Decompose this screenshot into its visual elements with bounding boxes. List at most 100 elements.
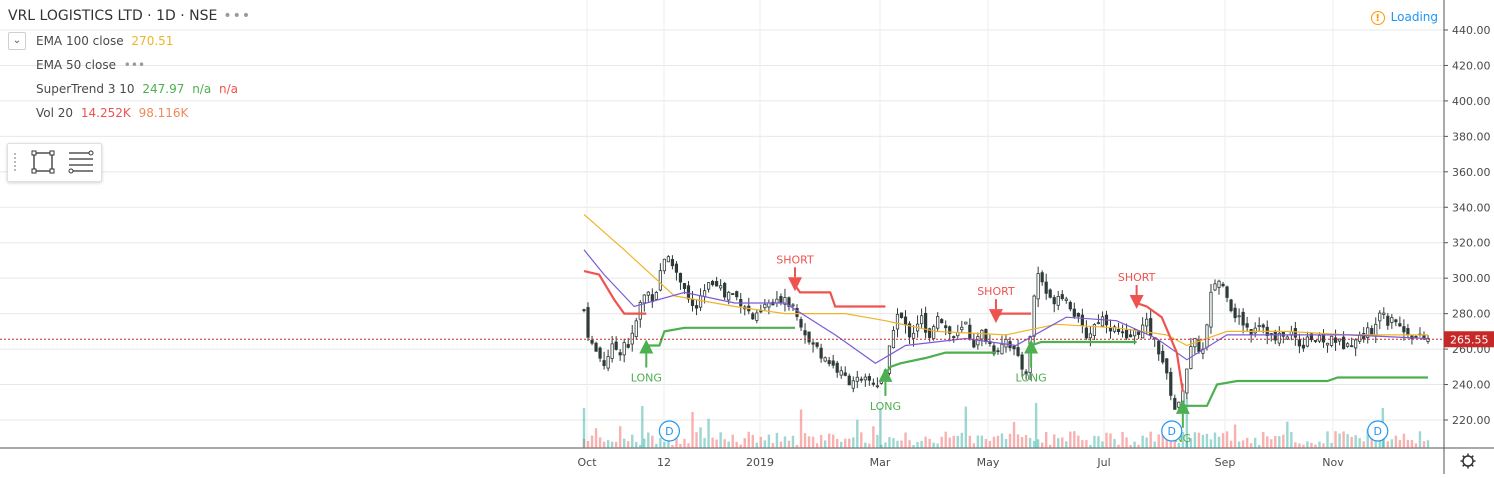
- candle-body[interactable]: [1165, 358, 1169, 374]
- candle-body[interactable]: [1004, 338, 1008, 348]
- gear-icon[interactable]: [1460, 453, 1476, 469]
- candle-body[interactable]: [1056, 296, 1060, 306]
- candle-body[interactable]: [1205, 324, 1209, 348]
- candle-body[interactable]: [751, 313, 755, 320]
- candle-body[interactable]: [1020, 354, 1024, 370]
- candle-body[interactable]: [1096, 322, 1101, 325]
- candle-body[interactable]: [1036, 273, 1040, 300]
- candle-body[interactable]: [1116, 329, 1121, 333]
- candle-body[interactable]: [1124, 329, 1129, 339]
- candle-body[interactable]: [936, 316, 940, 329]
- candle-body[interactable]: [1060, 294, 1064, 300]
- legend-volume[interactable]: Vol 20 14.252K 98.116K: [36, 106, 188, 120]
- warning-icon[interactable]: !: [1370, 11, 1385, 25]
- candle-body[interactable]: [1225, 286, 1229, 298]
- candle-body[interactable]: [654, 292, 658, 300]
- candle-body[interactable]: [1088, 333, 1092, 339]
- fib-retracement-tool-icon[interactable]: [66, 147, 96, 177]
- candle-body[interactable]: [1157, 340, 1161, 355]
- dividend-marker[interactable]: [658, 420, 681, 442]
- candle-body[interactable]: [1213, 283, 1217, 291]
- candle-body[interactable]: [855, 376, 859, 382]
- candle-body[interactable]: [859, 378, 863, 381]
- candle-body[interactable]: [1305, 336, 1310, 347]
- candle-body[interactable]: [586, 307, 590, 338]
- candle-body[interactable]: [1370, 327, 1374, 336]
- symbol-title[interactable]: VRL LOGISTICS LTD · 1D · NSE •••: [8, 8, 251, 24]
- candle-body[interactable]: [944, 325, 948, 329]
- ema100-line[interactable]: [583, 213, 1428, 347]
- candle-body[interactable]: [715, 281, 719, 287]
- candle-body[interactable]: [1128, 334, 1133, 338]
- candle-body[interactable]: [1329, 335, 1334, 346]
- candle-body[interactable]: [1076, 313, 1080, 317]
- candle-body[interactable]: [843, 372, 847, 376]
- candle-body[interactable]: [1064, 298, 1068, 301]
- candle-body[interactable]: [1394, 319, 1398, 323]
- candle-body[interactable]: [719, 285, 723, 289]
- candle-body[interactable]: [1084, 327, 1088, 339]
- legend-supertrend[interactable]: SuperTrend 3 10 247.97 n/a n/a: [36, 82, 238, 96]
- candle-body[interactable]: [1277, 332, 1281, 344]
- candle-body[interactable]: [819, 347, 823, 359]
- candle-body[interactable]: [1024, 371, 1028, 375]
- short-signal-arrow[interactable]: [788, 277, 802, 292]
- candle-body[interactable]: [1016, 347, 1020, 356]
- supertrend-up-segment[interactable]: [884, 351, 996, 375]
- candle-body[interactable]: [1112, 326, 1117, 332]
- supertrend-up-segment[interactable]: [646, 326, 795, 347]
- candle-body[interactable]: [1040, 272, 1044, 283]
- candle-body[interactable]: [1317, 335, 1322, 342]
- candle-body[interactable]: [811, 342, 815, 345]
- supertrend-up-segment[interactable]: [1030, 340, 1137, 347]
- short-signal-arrow[interactable]: [988, 309, 1003, 324]
- candle-body[interactable]: [1221, 283, 1225, 287]
- candle-body[interactable]: [1000, 343, 1004, 355]
- chevron-down-icon[interactable]: ⌄: [8, 32, 26, 50]
- candle-body[interactable]: [630, 332, 634, 345]
- candle-body[interactable]: [1309, 333, 1314, 341]
- candle-body[interactable]: [1337, 338, 1342, 342]
- candle-body[interactable]: [686, 285, 691, 300]
- candle-body[interactable]: [992, 345, 996, 355]
- candle-body[interactable]: [723, 282, 727, 298]
- candle-body[interactable]: [582, 309, 586, 312]
- candle-body[interactable]: [690, 298, 695, 306]
- candle-body[interactable]: [1366, 327, 1370, 338]
- candle-body[interactable]: [787, 297, 791, 307]
- candle-body[interactable]: [614, 341, 618, 350]
- candle-body[interactable]: [1402, 326, 1406, 333]
- candle-body[interactable]: [1137, 331, 1141, 335]
- candle-body[interactable]: [779, 296, 783, 304]
- candle-body[interactable]: [1301, 344, 1306, 349]
- candle-body[interactable]: [903, 316, 908, 326]
- candle-body[interactable]: [1261, 324, 1265, 328]
- long-signal-arrow[interactable]: [1175, 399, 1190, 414]
- candle-body[interactable]: [1100, 316, 1105, 327]
- candle-body[interactable]: [1108, 327, 1113, 332]
- candle-body[interactable]: [731, 293, 735, 295]
- candle-body[interactable]: [1197, 339, 1201, 352]
- candle-body[interactable]: [1390, 317, 1394, 323]
- candle-body[interactable]: [875, 385, 879, 388]
- candle-body[interactable]: [1044, 281, 1048, 294]
- candle-body[interactable]: [1249, 329, 1253, 336]
- candle-body[interactable]: [867, 376, 871, 381]
- candle-body[interactable]: [610, 343, 614, 359]
- candle-body[interactable]: [1032, 295, 1036, 337]
- candle-body[interactable]: [1398, 323, 1402, 327]
- candle-body[interactable]: [835, 362, 839, 373]
- candle-body[interactable]: [851, 380, 855, 389]
- candle-body[interactable]: [1012, 345, 1016, 350]
- candle-body[interactable]: [1253, 327, 1257, 334]
- dividend-marker[interactable]: [1367, 420, 1389, 442]
- candle-body[interactable]: [759, 310, 763, 313]
- dividend-marker[interactable]: [1161, 420, 1183, 442]
- candle-body[interactable]: [972, 339, 976, 348]
- candle-body[interactable]: [642, 294, 646, 304]
- candle-body[interactable]: [1245, 323, 1249, 328]
- candle-body[interactable]: [1297, 339, 1301, 347]
- candle-body[interactable]: [1048, 289, 1052, 298]
- candle-body[interactable]: [1342, 336, 1346, 350]
